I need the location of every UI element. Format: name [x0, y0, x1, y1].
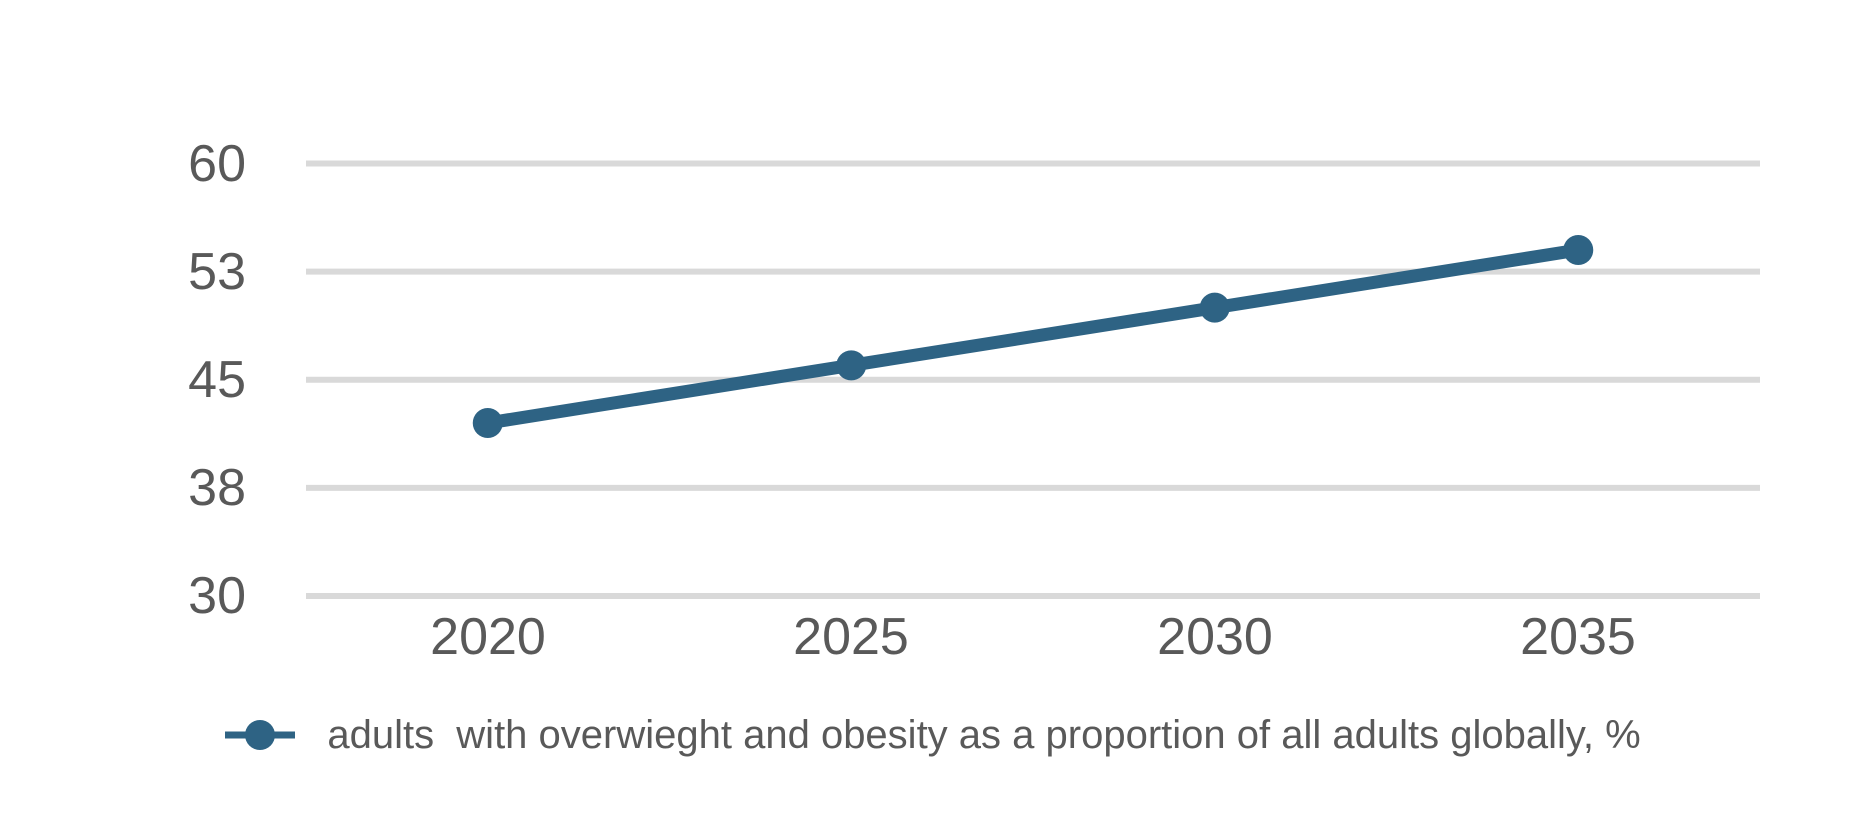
series-line [486, 243, 1580, 430]
x-tick-label: 2035 [1520, 608, 1636, 666]
data-point-marker [472, 408, 503, 438]
y-tick-label: 38 [188, 459, 246, 517]
x-tick-label: 2025 [793, 608, 909, 666]
legend-dot [245, 720, 276, 750]
y-tick-label: 45 [188, 351, 246, 409]
legend-series-label: adults with overwieght and obesity as a … [327, 713, 1641, 757]
data-point-marker [1199, 292, 1230, 323]
y-tick-label: 60 [188, 135, 246, 193]
x-tick-label: 2030 [1157, 608, 1273, 666]
x-tick-label: 2020 [430, 608, 546, 666]
y-tick-label: 53 [188, 243, 246, 301]
legend: adults with overwieght and obesity as a … [0, 705, 1864, 765]
data-point-marker [1563, 235, 1594, 265]
data-point-marker [836, 350, 867, 381]
y-tick-label: 30 [188, 567, 246, 625]
legend-marker-icon [225, 720, 296, 750]
